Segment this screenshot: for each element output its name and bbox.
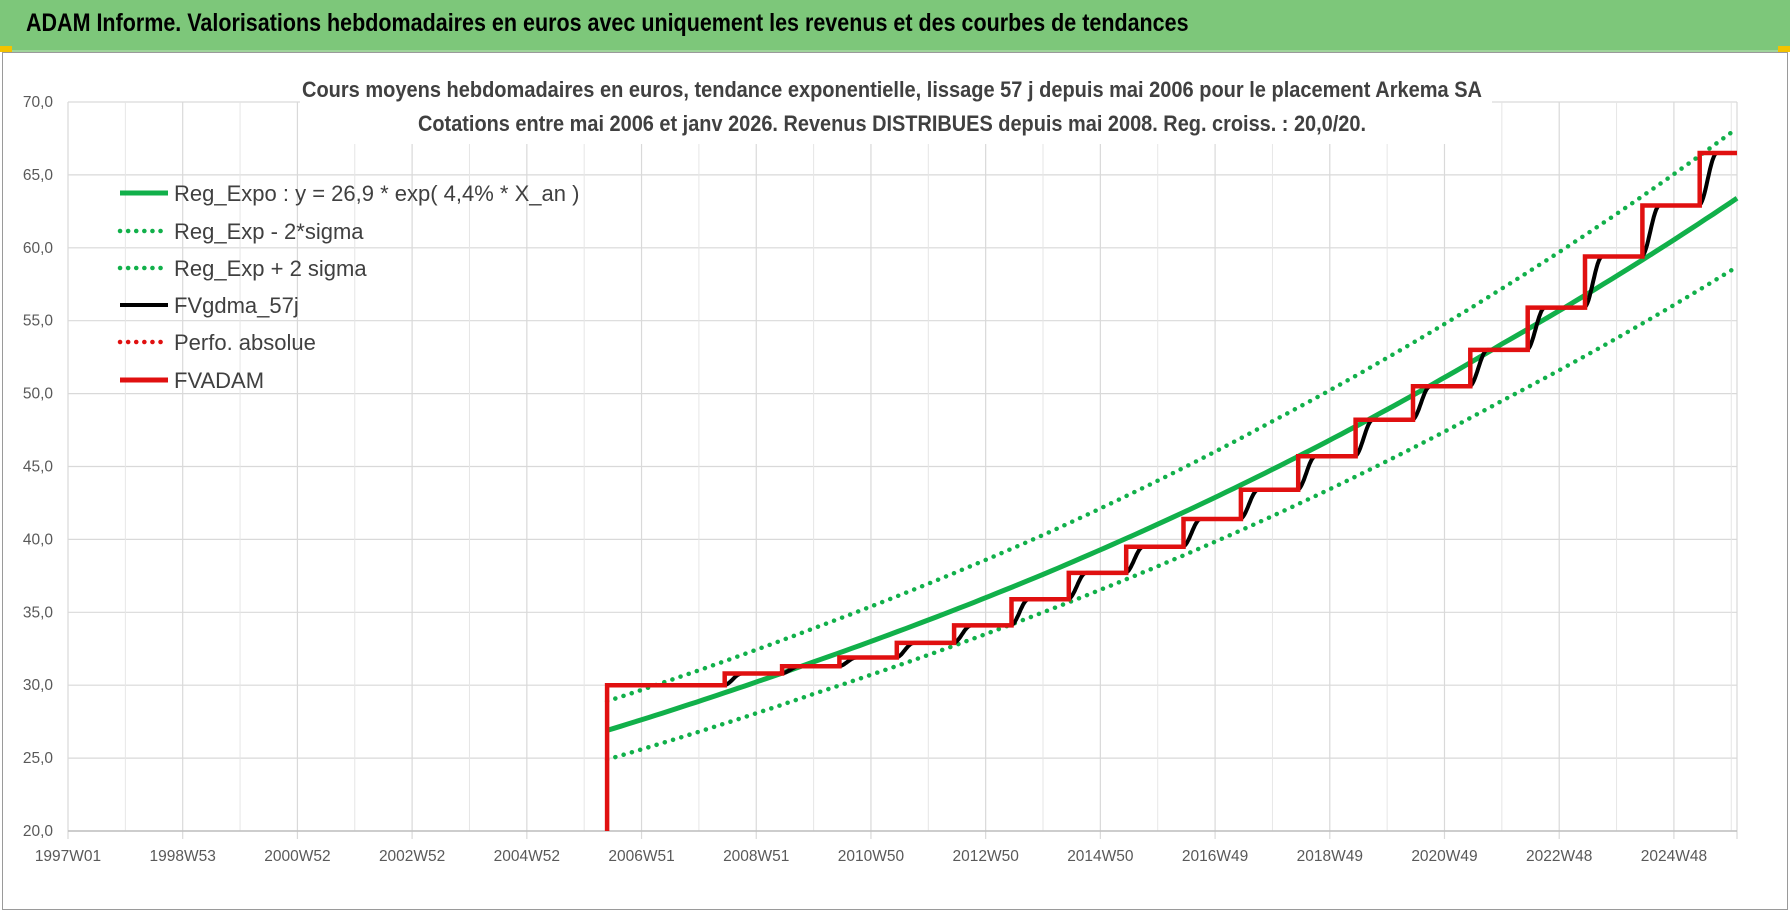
gridlines <box>67 101 1738 839</box>
y-tick-label: 60,0 <box>23 240 54 257</box>
chart-title: Cours moyens hebdomadaires en euros, ten… <box>302 77 1482 102</box>
legend-label: Reg_Expo : y = 26,9 * exp( 4,4% * X_an ) <box>174 181 579 206</box>
y-tick-label: 55,0 <box>23 313 54 330</box>
x-tick-label: 2024W48 <box>1641 848 1707 865</box>
title-background <box>300 70 1492 144</box>
x-tick-label: 1997W01 <box>35 848 101 865</box>
y-tick-label: 30,0 <box>23 677 54 694</box>
series-line-3 <box>607 151 1737 688</box>
corner-mark-right <box>1778 46 1790 52</box>
y-tick-label: 50,0 <box>23 386 54 403</box>
series-line-1 <box>604 264 1740 762</box>
series-line-2 <box>604 125 1740 704</box>
y-tick-label: 25,0 <box>23 750 54 767</box>
series-line-5 <box>604 150 1737 831</box>
x-tick-label: 1998W53 <box>150 848 216 865</box>
y-tick-label: 35,0 <box>23 604 54 621</box>
series-line-0 <box>606 196 1739 733</box>
corner-mark-left <box>0 46 12 52</box>
chart-subtitle: Cotations entre mai 2006 et janv 2026. R… <box>418 111 1366 136</box>
x-tick-label: 2010W50 <box>838 848 905 865</box>
series-lines <box>604 125 1740 831</box>
y-tick-label: 20,0 <box>23 823 54 840</box>
legend-label: FVADAM <box>174 368 264 393</box>
x-tick-label: 2000W52 <box>264 848 330 865</box>
legend-label: Reg_Exp - 2*sigma <box>174 219 364 244</box>
y-tick-label: 65,0 <box>23 167 54 184</box>
x-tick-label: 2004W52 <box>494 848 560 865</box>
legend-label: Reg_Exp + 2 sigma <box>174 256 367 281</box>
y-tick-label: 70,0 <box>23 94 54 111</box>
x-tick-label: 2022W48 <box>1526 848 1592 865</box>
x-tick-label: 2006W51 <box>608 848 674 865</box>
legend-label: Perfo. absolue <box>174 330 316 355</box>
x-tick-label: 2008W51 <box>723 848 789 865</box>
chart-frame <box>2 52 1788 910</box>
y-tick-label: 40,0 <box>23 531 54 548</box>
x-tick-label: 2012W50 <box>952 848 1019 865</box>
report-banner: ADAM Informe. Valorisations hebdomadaire… <box>0 0 1790 52</box>
x-tick-label: 2014W50 <box>1067 848 1134 865</box>
x-tick-label: 2016W49 <box>1182 848 1248 865</box>
legend-label: FVgdma_57j <box>174 293 299 318</box>
x-tick-label: 2020W49 <box>1411 848 1477 865</box>
x-tick-label: 2018W49 <box>1297 848 1363 865</box>
y-tick-label: 45,0 <box>23 459 54 476</box>
legend: Reg_Expo : y = 26,9 * exp( 4,4% * X_an )… <box>117 181 579 393</box>
report-title: ADAM Informe. Valorisations hebdomadaire… <box>26 9 1189 37</box>
x-tick-label: 2002W52 <box>379 848 445 865</box>
axes: 20,0 25,0 30,0 35,0 40,0 45,0 50,0 55,0 60,0 65,0… <box>23 94 1737 865</box>
